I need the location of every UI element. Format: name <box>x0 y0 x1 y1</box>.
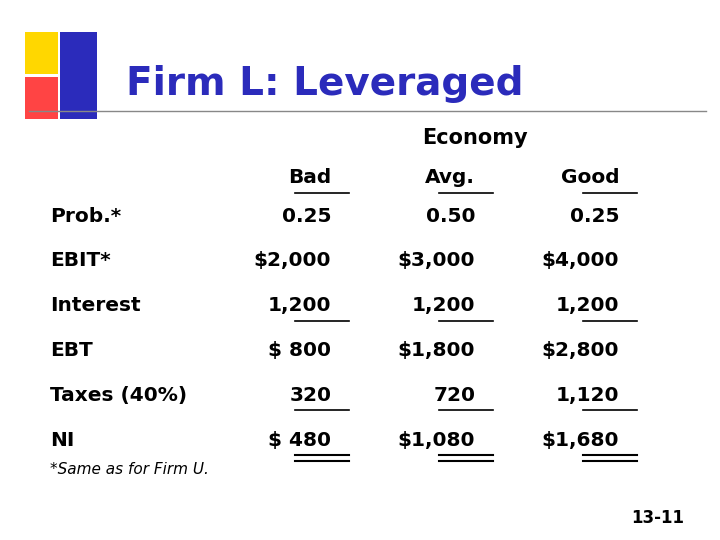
Text: $2,800: $2,800 <box>541 341 619 360</box>
Text: Firm L: Leveraged: Firm L: Leveraged <box>126 65 523 103</box>
FancyBboxPatch shape <box>60 32 97 119</box>
Text: 1,200: 1,200 <box>556 296 619 315</box>
Text: EBT: EBT <box>50 341 93 360</box>
Text: NI: NI <box>50 430 75 450</box>
Text: 0.25: 0.25 <box>570 206 619 226</box>
FancyBboxPatch shape <box>25 32 58 74</box>
Text: $4,000: $4,000 <box>541 251 619 271</box>
Text: 1,200: 1,200 <box>268 296 331 315</box>
Text: $1,800: $1,800 <box>397 341 475 360</box>
Text: $2,000: $2,000 <box>253 251 331 271</box>
Text: $ 800: $ 800 <box>268 341 331 360</box>
Text: 1,200: 1,200 <box>412 296 475 315</box>
Text: 0.25: 0.25 <box>282 206 331 226</box>
Text: EBIT*: EBIT* <box>50 251 111 271</box>
Text: 1,120: 1,120 <box>556 386 619 405</box>
Text: Economy: Economy <box>423 127 528 147</box>
Text: $3,000: $3,000 <box>397 251 475 271</box>
Text: *Same as for Firm U.: *Same as for Firm U. <box>50 462 210 477</box>
Text: Good: Good <box>561 168 619 187</box>
FancyBboxPatch shape <box>25 77 58 119</box>
Text: $1,680: $1,680 <box>541 430 619 450</box>
Text: Taxes (40%): Taxes (40%) <box>50 386 187 405</box>
Text: 0.50: 0.50 <box>426 206 475 226</box>
Text: $ 480: $ 480 <box>268 430 331 450</box>
Text: 320: 320 <box>289 386 331 405</box>
Text: Bad: Bad <box>288 168 331 187</box>
Text: 720: 720 <box>433 386 475 405</box>
Text: Prob.*: Prob.* <box>50 206 122 226</box>
Text: Interest: Interest <box>50 296 141 315</box>
Text: 13-11: 13-11 <box>631 509 684 528</box>
Text: Avg.: Avg. <box>426 168 475 187</box>
Text: $1,080: $1,080 <box>397 430 475 450</box>
